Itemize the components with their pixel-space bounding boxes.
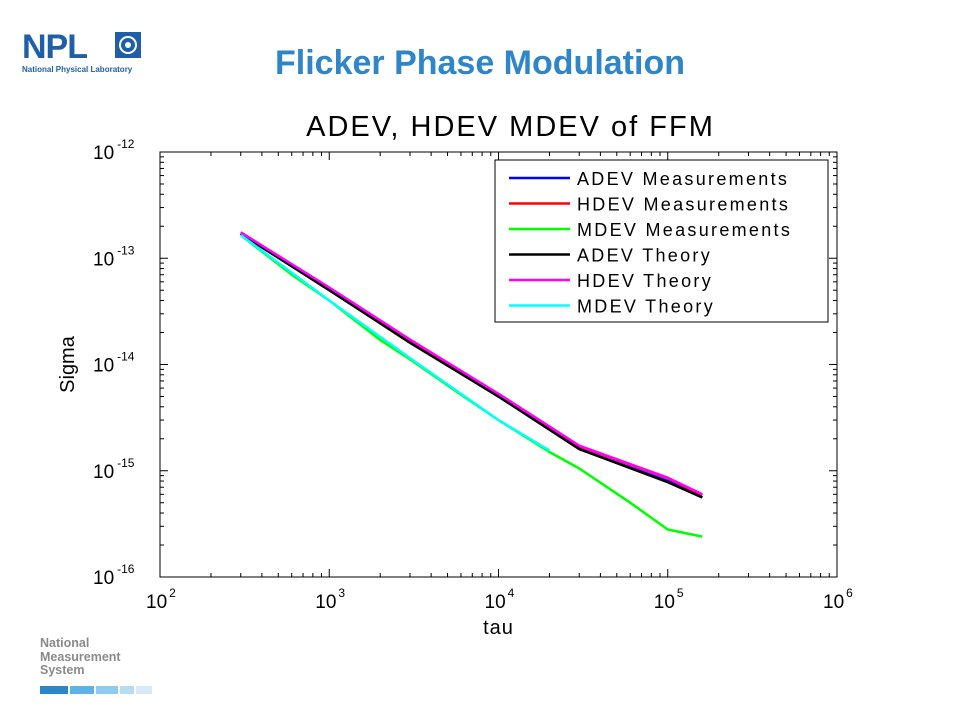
y-tick-label: 10 -15: [93, 456, 135, 483]
footer-logo-line-1: National: [40, 636, 90, 650]
footer-logo: National Measurement System: [40, 636, 121, 678]
x-tick-label: 10 4: [485, 586, 515, 613]
y-axis-label: Sigma: [57, 335, 79, 393]
legend: ADEV Measurements HDEV Measurements MDEV M…: [494, 159, 829, 323]
npl-logo-text: NPL: [22, 28, 88, 66]
x-tick-label: 10 5: [654, 586, 684, 613]
x-tick-label: 10 3: [315, 586, 345, 613]
series-line-5: [240, 231, 703, 496]
x-axis-label: tau: [483, 617, 514, 639]
legend-label-6: MDEV Theory: [577, 297, 715, 317]
y-tick-label: 10 -16: [93, 562, 135, 589]
footer-logo-line-3: System: [40, 663, 85, 677]
legend-label-3: MDEV Measurements: [577, 220, 792, 240]
legend-label-1: ADEV Measurements: [577, 169, 789, 189]
footer-logo-bar: [40, 686, 152, 694]
x-tick-label: 10 6: [823, 586, 853, 613]
npl-logo: NPL National Physical Laboratory: [22, 28, 141, 74]
y-tick-label: 10 -13: [93, 243, 135, 270]
slide-title: Flicker Phase Modulation: [275, 44, 685, 82]
legend-label-4: ADEV Theory: [577, 246, 712, 266]
series-line-4: [240, 232, 703, 499]
legend-label-5: HDEV Theory: [577, 271, 713, 291]
legend-label-2: HDEV Measurements: [577, 195, 790, 215]
series-line-6: [240, 234, 551, 452]
npl-crest-icon: [115, 32, 141, 58]
legend-box: [494, 159, 829, 323]
y-tick-label: 10 -12: [93, 137, 135, 164]
y-tick-label: 10 -14: [93, 350, 135, 377]
npl-logo-subtitle: National Physical Laboratory: [22, 65, 133, 74]
x-tick-label: 10 2: [146, 586, 176, 613]
chart-title: ADEV, HDEV MDEV of FFM: [306, 111, 715, 143]
footer-logo-line-2: Measurement: [40, 649, 121, 664]
